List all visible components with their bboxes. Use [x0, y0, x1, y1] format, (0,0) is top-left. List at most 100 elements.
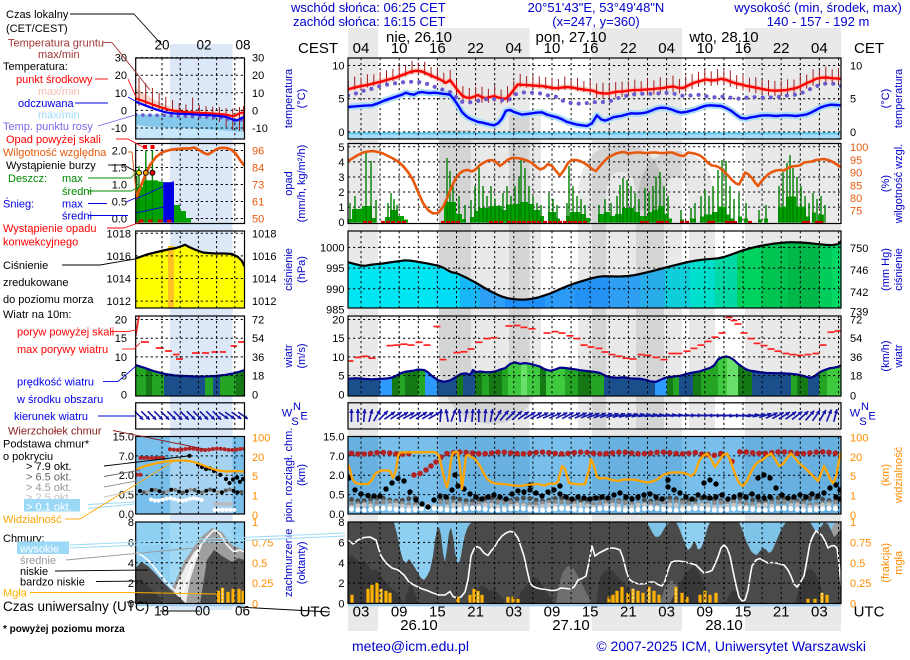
svg-text:04: 04 — [505, 40, 522, 57]
svg-text:21: 21 — [467, 604, 484, 621]
svg-text:CEST: CEST — [298, 40, 338, 57]
svg-text:20: 20 — [252, 452, 264, 464]
svg-text:max/min: max/min — [38, 86, 80, 98]
svg-text:16: 16 — [735, 40, 752, 57]
svg-text:22: 22 — [620, 40, 637, 57]
svg-text:(km/h): (km/h) — [880, 340, 892, 371]
svg-text:10: 10 — [252, 88, 264, 100]
svg-text:(hPa): (hPa) — [296, 256, 308, 283]
svg-text:10: 10 — [115, 352, 127, 364]
svg-text:739: 739 — [850, 307, 868, 319]
svg-text:22: 22 — [773, 40, 790, 57]
svg-text:5: 5 — [850, 471, 856, 483]
svg-text:36: 36 — [252, 352, 264, 364]
svg-text:0.5: 0.5 — [850, 558, 865, 570]
svg-text:04: 04 — [353, 40, 370, 57]
svg-text:27.10: 27.10 — [552, 617, 590, 634]
svg-text:995: 995 — [326, 263, 344, 275]
svg-text:0: 0 — [252, 390, 258, 402]
svg-text:pon, 27.10: pon, 27.10 — [536, 29, 607, 46]
svg-text:(frakcja): (frakcja) — [880, 543, 892, 583]
svg-text:Mgła: Mgła — [3, 588, 28, 600]
svg-text:widzialność: widzialność — [893, 446, 905, 504]
svg-text:0.5: 0.5 — [329, 490, 344, 502]
svg-text:(°C): (°C) — [296, 89, 308, 109]
svg-text:09: 09 — [391, 604, 408, 621]
svg-text:max: max — [62, 173, 83, 185]
svg-text:15: 15 — [429, 604, 446, 621]
svg-text:1014: 1014 — [107, 274, 131, 286]
svg-text:0: 0 — [121, 105, 127, 117]
svg-text:0.75: 0.75 — [252, 537, 273, 549]
svg-text:30: 30 — [115, 53, 127, 65]
svg-text:20: 20 — [850, 452, 862, 464]
svg-text:> 4.5 okt.: > 4.5 okt. — [26, 482, 72, 494]
svg-text:20: 20 — [115, 70, 127, 82]
svg-text:30: 30 — [252, 53, 264, 65]
svg-text:Deszcz:: Deszcz: — [8, 173, 47, 185]
svg-text:wiatr: wiatr — [283, 344, 295, 369]
svg-text:0: 0 — [121, 390, 127, 402]
svg-text:(oktanty): (oktanty) — [296, 541, 308, 584]
svg-text:0.0: 0.0 — [329, 509, 344, 521]
svg-text:06: 06 — [235, 604, 250, 619]
svg-text:1016: 1016 — [107, 251, 131, 263]
svg-text:Czas lokalny: Czas lokalny — [6, 9, 69, 21]
svg-text:04: 04 — [811, 40, 828, 57]
svg-text:0: 0 — [252, 599, 258, 611]
svg-text:5: 5 — [338, 94, 344, 106]
svg-text:Wilgotność względna: Wilgotność względna — [3, 147, 107, 159]
svg-text:średni: średni — [62, 186, 92, 198]
svg-text:0: 0 — [850, 510, 856, 522]
svg-text:10: 10 — [115, 88, 127, 100]
svg-text:5: 5 — [850, 94, 856, 106]
svg-text:poryw powyżej skali: poryw powyżej skali — [17, 327, 114, 339]
svg-text:50: 50 — [252, 214, 264, 226]
svg-text:opad: opad — [283, 171, 295, 195]
svg-text:5: 5 — [338, 371, 344, 383]
svg-text:1: 1 — [338, 202, 344, 214]
svg-text:10: 10 — [544, 40, 561, 57]
svg-text:90: 90 — [850, 168, 862, 180]
svg-text:80: 80 — [850, 193, 862, 205]
svg-text:15: 15 — [332, 333, 344, 345]
svg-text:100: 100 — [252, 433, 270, 445]
svg-text:0.75: 0.75 — [850, 537, 871, 549]
svg-text:15: 15 — [115, 333, 127, 345]
svg-text:0: 0 — [338, 599, 344, 611]
svg-text:0: 0 — [338, 127, 344, 139]
svg-text:Podstawa chmur*: Podstawa chmur* — [3, 439, 90, 451]
svg-text:7.0: 7.0 — [119, 451, 134, 463]
svg-text:ciśnienie: ciśnienie — [283, 248, 295, 291]
svg-text:20°51'43"E, 53°49'48"N: 20°51'43"E, 53°49'48"N — [528, 0, 665, 15]
svg-text:© 2007-2025 ICM, Uniwersytet W: © 2007-2025 ICM, Uniwersytet Warszawski — [596, 638, 866, 654]
svg-text:CET: CET — [854, 40, 884, 57]
svg-text:0: 0 — [252, 510, 258, 522]
svg-text:(x=247, y=360): (x=247, y=360) — [552, 14, 639, 29]
svg-text:wilgotność wzgl.: wilgotność wzgl. — [893, 144, 905, 224]
svg-text:0.25: 0.25 — [850, 578, 871, 590]
svg-text:max/min: max/min — [38, 49, 80, 61]
svg-text:2.0: 2.0 — [112, 146, 127, 158]
svg-text:(m/s): (m/s) — [296, 343, 308, 368]
svg-text:wysokie: wysokie — [19, 544, 59, 556]
svg-text:zachmurzenie: zachmurzenie — [283, 529, 295, 597]
svg-text:15.0: 15.0 — [323, 432, 344, 444]
svg-text:16: 16 — [429, 40, 446, 57]
svg-text:16: 16 — [582, 40, 599, 57]
svg-text:w środku obszaru: w środku obszaru — [16, 394, 103, 406]
svg-text:15.0: 15.0 — [113, 432, 134, 444]
svg-text:85: 85 — [850, 180, 862, 192]
svg-text:10: 10 — [332, 61, 344, 73]
svg-text:(mm/h, kg/m²/h): (mm/h, kg/m²/h) — [296, 145, 308, 223]
svg-text:-10: -10 — [111, 123, 127, 135]
svg-text:8: 8 — [338, 517, 344, 529]
svg-text:742: 742 — [850, 287, 868, 299]
svg-text:36: 36 — [850, 352, 862, 364]
svg-text:1018: 1018 — [252, 228, 276, 240]
svg-text:95: 95 — [850, 155, 862, 167]
svg-text:wysokość (min, środek, max): wysokość (min, środek, max) — [733, 0, 902, 15]
svg-text:72: 72 — [850, 315, 862, 327]
svg-text:niskie: niskie — [20, 566, 48, 578]
svg-text:mgła: mgła — [893, 550, 905, 575]
